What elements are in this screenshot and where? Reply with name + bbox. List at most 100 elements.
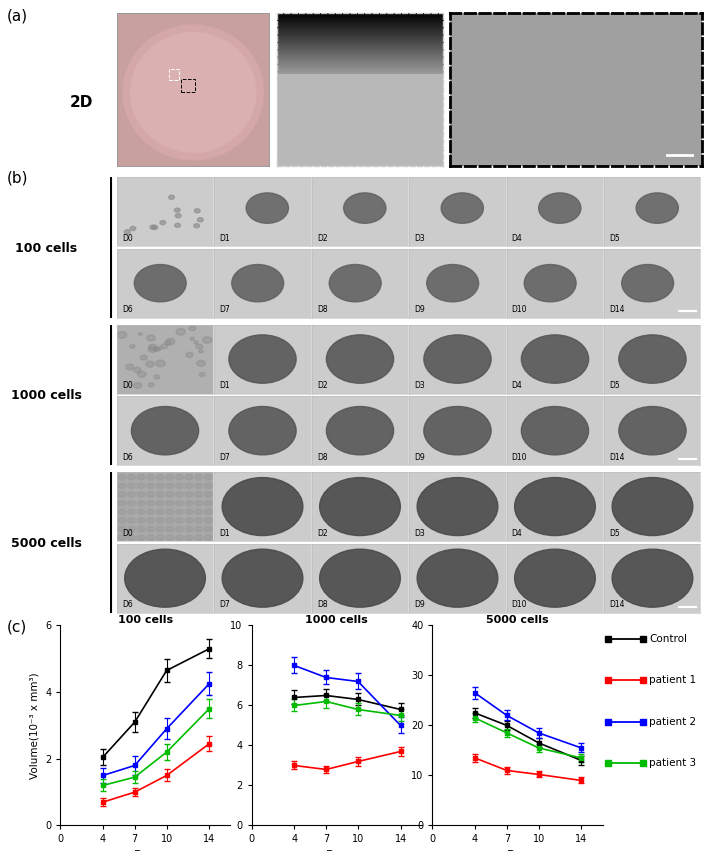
Circle shape xyxy=(521,335,588,383)
Circle shape xyxy=(140,382,146,386)
Circle shape xyxy=(174,388,179,391)
Circle shape xyxy=(131,348,137,352)
Circle shape xyxy=(189,351,195,355)
Circle shape xyxy=(182,211,187,215)
Circle shape xyxy=(118,509,125,515)
Text: D6: D6 xyxy=(122,600,133,609)
Circle shape xyxy=(157,509,164,515)
Circle shape xyxy=(195,526,203,532)
Circle shape xyxy=(185,483,193,488)
Circle shape xyxy=(158,350,164,354)
Text: D7: D7 xyxy=(219,453,230,462)
Text: D5: D5 xyxy=(609,381,620,390)
Circle shape xyxy=(176,492,183,497)
Text: D4: D4 xyxy=(512,528,523,538)
Circle shape xyxy=(176,196,182,200)
Circle shape xyxy=(195,492,203,497)
Circle shape xyxy=(185,509,193,515)
Circle shape xyxy=(185,492,193,497)
Circle shape xyxy=(156,207,162,211)
Circle shape xyxy=(166,483,174,488)
Circle shape xyxy=(204,526,212,532)
Circle shape xyxy=(203,341,208,345)
Text: D3: D3 xyxy=(414,381,425,390)
Circle shape xyxy=(137,535,145,540)
Circle shape xyxy=(157,500,164,505)
Circle shape xyxy=(187,336,193,340)
Circle shape xyxy=(134,265,186,302)
Circle shape xyxy=(229,407,296,454)
Circle shape xyxy=(147,509,155,515)
Circle shape xyxy=(417,549,498,608)
Bar xyxy=(169,70,179,80)
Circle shape xyxy=(185,517,193,523)
Circle shape xyxy=(142,357,147,361)
Text: (b): (b) xyxy=(7,170,28,186)
Circle shape xyxy=(176,483,183,488)
Circle shape xyxy=(204,500,212,505)
X-axis label: Day: Day xyxy=(506,850,529,851)
Circle shape xyxy=(176,475,183,480)
Circle shape xyxy=(179,349,186,354)
Circle shape xyxy=(199,213,205,217)
Circle shape xyxy=(222,549,303,608)
Circle shape xyxy=(137,475,145,480)
Circle shape xyxy=(137,483,145,488)
Circle shape xyxy=(118,483,125,488)
Circle shape xyxy=(176,526,183,532)
Circle shape xyxy=(128,483,135,488)
Circle shape xyxy=(142,223,147,227)
Circle shape xyxy=(169,368,174,372)
Circle shape xyxy=(204,535,212,540)
Circle shape xyxy=(147,475,155,480)
Circle shape xyxy=(128,500,135,505)
Text: D14: D14 xyxy=(609,453,625,462)
Circle shape xyxy=(184,347,194,354)
Title: 5000 cells: 5000 cells xyxy=(486,614,549,625)
Circle shape xyxy=(619,335,686,383)
Circle shape xyxy=(195,509,203,515)
Circle shape xyxy=(344,193,386,223)
Circle shape xyxy=(189,343,193,346)
Circle shape xyxy=(137,526,145,532)
Circle shape xyxy=(147,535,155,540)
Circle shape xyxy=(125,549,206,608)
Circle shape xyxy=(141,325,150,332)
Circle shape xyxy=(118,492,125,497)
Text: patient 1: patient 1 xyxy=(649,675,696,685)
Circle shape xyxy=(612,477,693,535)
Circle shape xyxy=(162,351,170,357)
Text: D14: D14 xyxy=(609,306,625,314)
Circle shape xyxy=(622,265,674,302)
Circle shape xyxy=(147,517,155,523)
Circle shape xyxy=(424,407,491,454)
Circle shape xyxy=(176,500,183,505)
Text: D1: D1 xyxy=(219,528,230,538)
Circle shape xyxy=(173,351,179,356)
Text: D9: D9 xyxy=(414,306,425,314)
Circle shape xyxy=(147,500,155,505)
Text: D0: D0 xyxy=(122,234,133,243)
Circle shape xyxy=(166,517,174,523)
Circle shape xyxy=(179,360,189,367)
Circle shape xyxy=(199,340,205,346)
Circle shape xyxy=(441,193,484,223)
Circle shape xyxy=(137,517,145,523)
Text: patient 2: patient 2 xyxy=(649,717,696,727)
Circle shape xyxy=(128,356,138,363)
Circle shape xyxy=(636,193,679,223)
Circle shape xyxy=(189,370,194,373)
Text: D6: D6 xyxy=(122,453,133,462)
Text: D9: D9 xyxy=(414,453,425,462)
Circle shape xyxy=(177,206,182,210)
Circle shape xyxy=(203,343,212,350)
Text: (c): (c) xyxy=(7,620,28,635)
Circle shape xyxy=(524,265,576,302)
Circle shape xyxy=(204,475,212,480)
Circle shape xyxy=(131,407,199,454)
Circle shape xyxy=(166,500,174,505)
Text: D10: D10 xyxy=(512,453,527,462)
Circle shape xyxy=(118,500,125,505)
Circle shape xyxy=(195,517,203,523)
Text: D8: D8 xyxy=(317,306,328,314)
